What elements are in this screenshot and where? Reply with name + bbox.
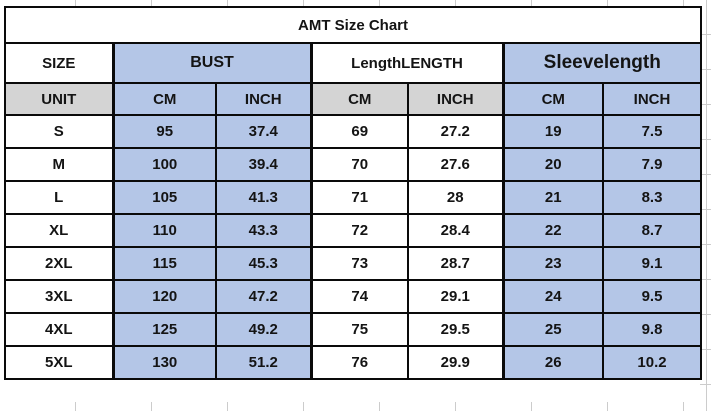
data-cell: 28.7 xyxy=(407,246,504,281)
table-row: 5XL 130 51.2 76 29.9 26 10.2 xyxy=(4,345,703,380)
table-row: S 95 37.4 69 27.2 19 7.5 xyxy=(4,114,703,149)
group-header-row: SIZE BUST LengthLENGTH Sleevelength xyxy=(4,42,703,84)
table-row: 4XL 125 49.2 75 29.5 25 9.8 xyxy=(4,312,703,347)
data-cell: 41.3 xyxy=(215,180,312,215)
size-chart: AMT Size Chart SIZE BUST LengthLENGTH Sl… xyxy=(3,6,703,380)
data-cell: 37.4 xyxy=(215,114,312,149)
size-cell: 2XL xyxy=(4,246,114,281)
spreadsheet-gridlines-bottom xyxy=(0,402,711,411)
data-cell: 29.5 xyxy=(407,312,504,347)
data-cell: 45.3 xyxy=(215,246,312,281)
table-row: M 100 39.4 70 27.6 20 7.9 xyxy=(4,147,703,182)
unit-cell: INCH xyxy=(601,82,703,116)
data-cell: 74 xyxy=(309,279,409,314)
data-cell: 49.2 xyxy=(215,312,312,347)
data-cell: 70 xyxy=(309,147,409,182)
data-cell: 22 xyxy=(501,213,604,248)
data-cell: 8.7 xyxy=(601,213,703,248)
unit-cell: UNIT xyxy=(4,82,114,116)
table-row: XL 110 43.3 72 28.4 22 8.7 xyxy=(4,213,703,248)
data-cell: 10.2 xyxy=(601,345,703,380)
size-cell: 5XL xyxy=(4,345,114,380)
data-cell: 43.3 xyxy=(215,213,312,248)
data-cell: 76 xyxy=(309,345,409,380)
data-cell: 25 xyxy=(501,312,604,347)
group-header-bust: BUST xyxy=(111,42,312,84)
data-cell: 9.8 xyxy=(601,312,703,347)
size-cell: M xyxy=(4,147,114,182)
table-row: 2XL 115 45.3 73 28.7 23 9.1 xyxy=(4,246,703,281)
unit-cell: CM xyxy=(111,82,217,116)
data-cell: 9.5 xyxy=(601,279,703,314)
size-cell: 4XL xyxy=(4,312,114,347)
data-cell: 20 xyxy=(501,147,604,182)
spreadsheet-gridlines-right xyxy=(700,0,711,411)
group-header-sleevelength: Sleevelength xyxy=(501,42,703,84)
data-cell: 29.1 xyxy=(407,279,504,314)
unit-cell: CM xyxy=(501,82,604,116)
title-row: AMT Size Chart xyxy=(3,6,703,44)
data-cell: 27.6 xyxy=(407,147,504,182)
data-cell: 72 xyxy=(309,213,409,248)
data-cell: 110 xyxy=(111,213,217,248)
data-cell: 73 xyxy=(309,246,409,281)
data-cell: 130 xyxy=(111,345,217,380)
table-row: 3XL 120 47.2 74 29.1 24 9.5 xyxy=(4,279,703,314)
data-cell: 8.3 xyxy=(601,180,703,215)
data-cell: 69 xyxy=(309,114,409,149)
data-cell: 75 xyxy=(309,312,409,347)
data-cell: 24 xyxy=(501,279,604,314)
unit-cell: CM xyxy=(309,82,409,116)
size-cell: S xyxy=(4,114,114,149)
data-cell: 23 xyxy=(501,246,604,281)
size-cell: 3XL xyxy=(4,279,114,314)
data-cell: 21 xyxy=(501,180,604,215)
data-cell: 27.2 xyxy=(407,114,504,149)
data-cell: 9.1 xyxy=(601,246,703,281)
table-row: L 105 41.3 71 28 21 8.3 xyxy=(4,180,703,215)
data-cell: 51.2 xyxy=(215,345,312,380)
data-cell: 7.5 xyxy=(601,114,703,149)
data-cell: 47.2 xyxy=(215,279,312,314)
spreadsheet-gridline-vertical xyxy=(706,0,707,411)
size-chart-table: AMT Size Chart SIZE BUST LengthLENGTH Sl… xyxy=(3,6,703,380)
data-cell: 19 xyxy=(501,114,604,149)
unit-cell: INCH xyxy=(215,82,312,116)
unit-cell: INCH xyxy=(407,82,504,116)
data-cell: 125 xyxy=(111,312,217,347)
data-cell: 7.9 xyxy=(601,147,703,182)
data-cell: 28.4 xyxy=(407,213,504,248)
data-cell: 95 xyxy=(111,114,217,149)
data-cell: 100 xyxy=(111,147,217,182)
data-cell: 120 xyxy=(111,279,217,314)
data-cell: 29.9 xyxy=(407,345,504,380)
group-header-size: SIZE xyxy=(4,42,114,84)
data-cell: 71 xyxy=(309,180,409,215)
unit-header-row: UNIT CM INCH CM INCH CM INCH xyxy=(4,82,703,116)
spreadsheet-gridlines-top xyxy=(0,0,711,6)
data-cell: 28 xyxy=(407,180,504,215)
data-cell: 26 xyxy=(501,345,604,380)
data-cell: 105 xyxy=(111,180,217,215)
data-cell: 39.4 xyxy=(215,147,312,182)
data-cell: 115 xyxy=(111,246,217,281)
size-cell: L xyxy=(4,180,114,215)
chart-title: AMT Size Chart xyxy=(3,6,703,44)
size-cell: XL xyxy=(4,213,114,248)
group-header-length: LengthLENGTH xyxy=(309,42,504,84)
